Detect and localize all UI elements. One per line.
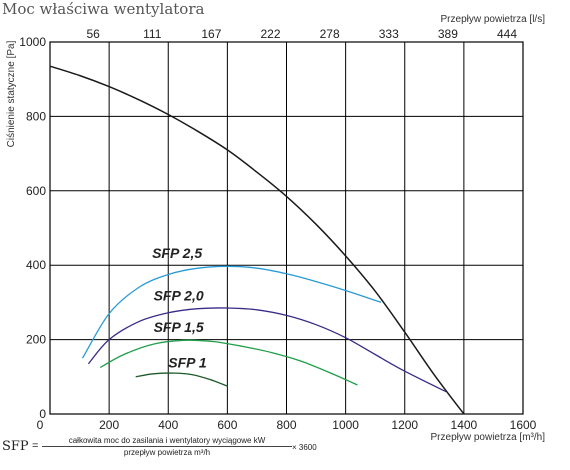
x-axis: 0 200 400 600 800 1000 1200 1400 1600 [37, 418, 537, 432]
x-tick-label: 1000 [332, 418, 359, 432]
sfp-curve-line [135, 372, 228, 387]
y-tick-label: 1000 [19, 35, 46, 49]
sfp-curve-line [99, 339, 358, 386]
x-axis-label: Przepływ powietrza [m³/h] [431, 432, 546, 443]
sfp-label: SFP 1 [168, 355, 207, 371]
sfp-curve-line [81, 265, 382, 359]
top-tick-label: 222 [260, 27, 280, 41]
grid [50, 42, 523, 414]
sfp-label: SFP 2,5 [152, 245, 202, 261]
plot-frame [49, 41, 524, 415]
x-tick-label: 0 [37, 418, 44, 432]
top-tick-label: 333 [379, 27, 399, 41]
sfp-label: SFP 1,5 [154, 319, 204, 335]
top-tick-label: 278 [320, 27, 340, 41]
sfp-curve-line [87, 307, 447, 393]
formula-numerator: całkowita moc do zasilania i wentylatory… [42, 436, 292, 447]
series-group [49, 65, 465, 415]
top-axis: 56 111 167 222 278 333 389 444 [86, 27, 517, 41]
y-axis-label: Ciśnienie statyczne [Pa] [6, 40, 17, 147]
y-tick-label: 800 [26, 109, 46, 123]
fan-curve-line [49, 65, 465, 415]
top-axis-label: Przepływ powietrza [l/s] [441, 14, 546, 25]
x-tick-label: 200 [99, 418, 119, 432]
formula-equals: = [32, 440, 39, 452]
formula-lhs: SFP [2, 439, 29, 454]
y-tick-label: 600 [26, 184, 46, 198]
y-tick-label: 0 [39, 407, 46, 421]
x-tick-label: 600 [217, 418, 237, 432]
top-tick-label: 56 [86, 27, 100, 41]
y-tick-label: 200 [26, 333, 46, 347]
y-tick-label: 400 [26, 258, 46, 272]
y-axis: 0 200 400 600 800 1000 [19, 35, 46, 421]
top-tick-label: 167 [201, 27, 221, 41]
chart-title: Moc właściwa wentylatora [2, 0, 204, 18]
formula-denominator: przepływ powietrza m³/h [123, 448, 211, 457]
top-tick-label: 444 [497, 27, 517, 41]
x-tick-label: 1200 [391, 418, 418, 432]
x-tick-label: 400 [158, 418, 178, 432]
formula-multiplier: × 3600 [292, 443, 317, 452]
top-tick-label: 111 [143, 27, 162, 41]
formula-fraction: całkowita moc do zasilania i wentylatory… [42, 436, 292, 457]
sfp-label: SFP 2,0 [154, 288, 204, 304]
x-tick-label: 1400 [451, 418, 478, 432]
series-labels: SFP 2,5 SFP 2,0 SFP 1,5 SFP 1 [152, 245, 207, 371]
x-tick-label: 800 [276, 418, 296, 432]
x-tick-label: 1600 [510, 418, 537, 432]
top-tick-label: 389 [438, 27, 458, 41]
